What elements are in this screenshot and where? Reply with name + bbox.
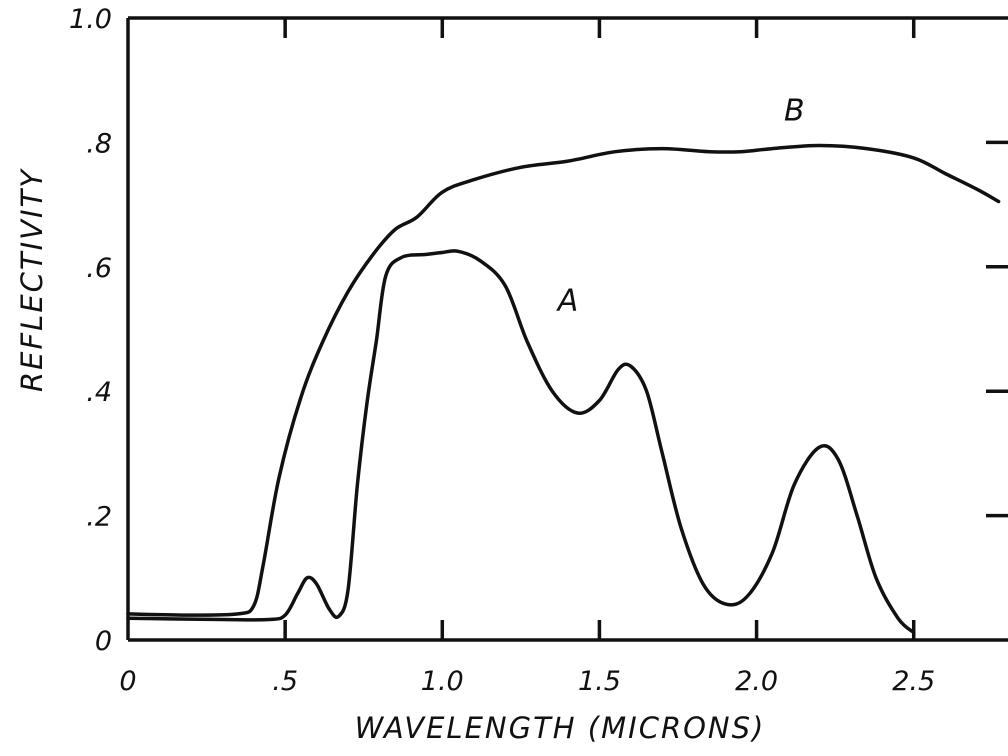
chart-labels: 0 .5 1.0 1.5 2.0 2.5 0 .2 .4 .6 .8 1.0 A B <box>69 4 935 697</box>
series-line-b <box>126 143 1001 617</box>
x-tick-label: 1.0 <box>421 666 464 697</box>
x-tick-label: 2.0 <box>735 666 778 697</box>
series-lines <box>126 143 1001 635</box>
y-axis-title: REFLECTIVITY <box>15 168 49 392</box>
x-tick-label: 1.5 <box>578 666 621 697</box>
x-tick-label: 0 <box>119 666 136 697</box>
y-tick-label: 0 <box>95 626 112 657</box>
series-label-b: B <box>784 94 805 129</box>
x-tick-label: .5 <box>272 666 298 697</box>
y-tick-label: .6 <box>86 253 112 284</box>
x-axis-title: WAVELENGTH (MICRONS) <box>355 711 766 745</box>
axis-ticks <box>283 18 1008 640</box>
series-line-a <box>126 249 916 635</box>
plot-frame <box>126 16 1008 642</box>
series-label-a: A <box>556 283 579 318</box>
y-tick-label: .4 <box>86 377 112 408</box>
y-tick-label: 1.0 <box>69 4 112 35</box>
y-tick-label: .2 <box>86 502 112 533</box>
y-tick-label: .8 <box>86 128 112 159</box>
x-tick-label: 2.5 <box>892 666 935 697</box>
